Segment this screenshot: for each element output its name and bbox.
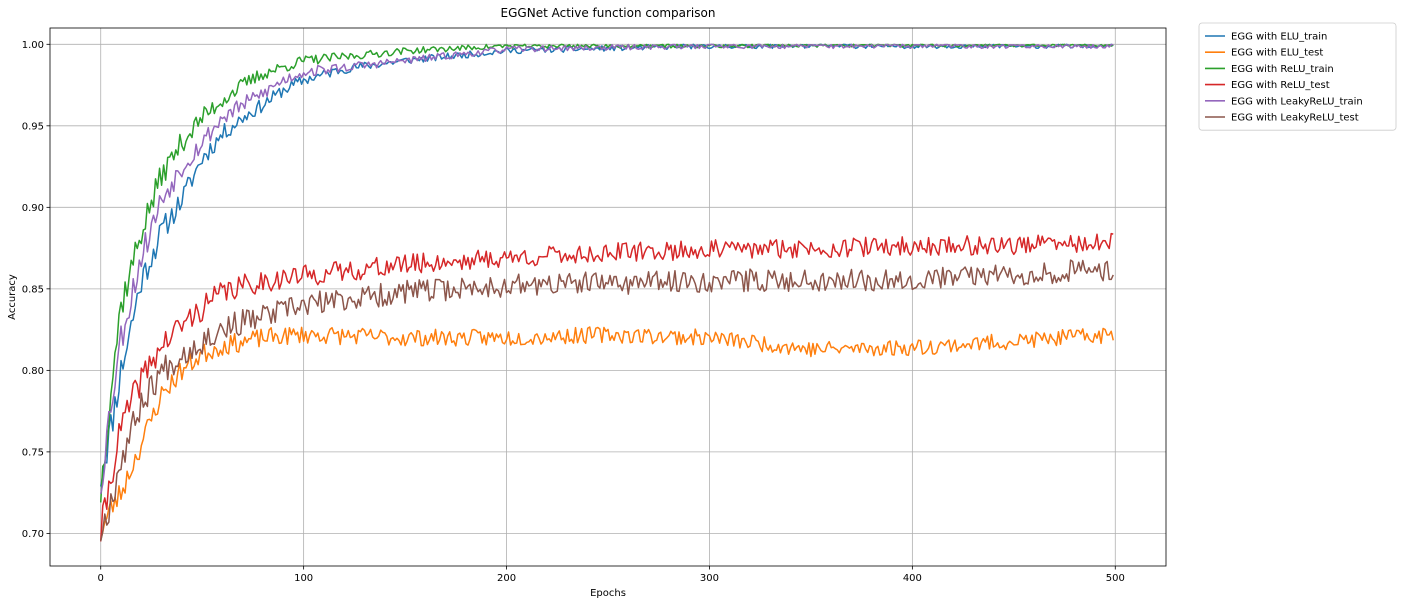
legend-label: EGG with ReLU_train	[1231, 64, 1334, 75]
y-tick-label: 0.90	[22, 203, 44, 214]
series-line-1	[99, 43, 1114, 487]
legend-label: EGG with ReLU_test	[1231, 80, 1330, 91]
chart-title: EGGNet Active function comparison	[501, 6, 716, 20]
y-tick-label: 0.70	[22, 529, 44, 540]
grid	[50, 28, 1166, 566]
legend-label: EGG with LeakyReLU_test	[1231, 113, 1359, 124]
x-tick-label: 400	[903, 573, 922, 584]
legend: EGG with ELU_train EGG with ELU_test EGG w…	[1198, 22, 1397, 131]
legend-label: EGG with ELU_train	[1231, 32, 1327, 43]
series-line-4	[99, 232, 1114, 542]
x-tick-label: 100	[294, 573, 313, 584]
series-line-2	[100, 326, 1114, 541]
x-tick-label: 200	[497, 573, 516, 584]
y-tick-label: 1.00	[22, 40, 44, 51]
series-line-6	[99, 259, 1114, 542]
y-tick-label: 0.80	[22, 366, 44, 377]
x-axis-label: Epochs	[590, 588, 626, 599]
axis-ticks: 0 100 200 300 400 500 0.70 0.75 0.80 0.85 0.90 0.95…	[22, 40, 1125, 584]
legend-box	[1198, 22, 1397, 131]
plot-area-frame	[49, 27, 1167, 567]
series-line-3	[99, 43, 1114, 503]
x-tick-label: 500	[1106, 573, 1125, 584]
legend-label: EGG with LeakyReLU_train	[1231, 96, 1363, 107]
y-tick-label: 0.75	[22, 447, 44, 458]
y-tick-label: 0.85	[22, 284, 44, 295]
legend-label: EGG with ELU_test	[1231, 48, 1323, 59]
series-lines	[99, 43, 1114, 542]
y-tick-label: 0.95	[22, 121, 44, 132]
x-tick-label: 300	[700, 573, 719, 584]
series-line-5	[99, 43, 1114, 495]
x-tick-label: 0	[98, 573, 104, 584]
y-axis-label: Accuracy	[7, 274, 18, 320]
